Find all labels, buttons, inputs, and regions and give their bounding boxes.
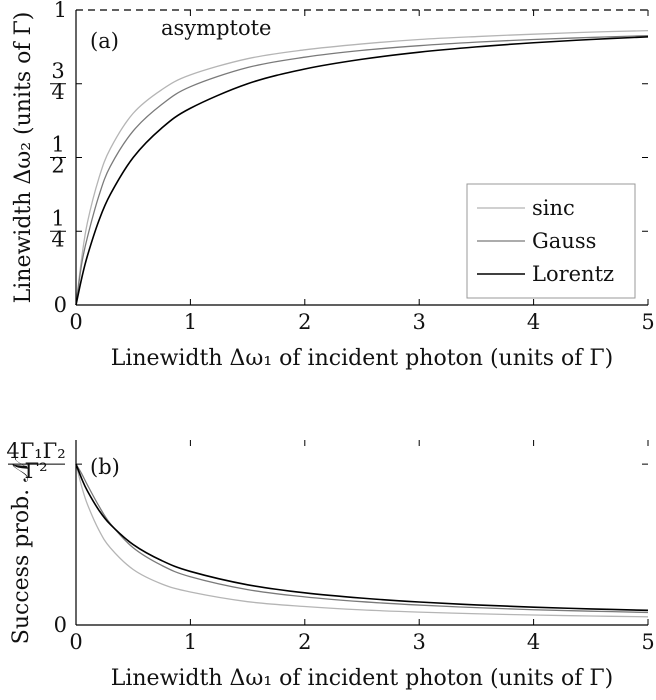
series-sinc-line xyxy=(75,30,649,306)
series-lorentz-line xyxy=(75,36,649,306)
y-tick-label: 0 xyxy=(54,613,67,637)
x-tick-label: 4 xyxy=(527,310,540,334)
x-tick-label: 5 xyxy=(641,310,654,334)
y-tick-label: 0 xyxy=(54,293,67,317)
x-tick-label: 2 xyxy=(298,310,311,334)
x-tick-label: 5 xyxy=(641,630,654,654)
x-tick-label: 0 xyxy=(69,310,82,334)
y-tick-label-den: Γ² xyxy=(25,459,48,483)
y-tick-label-3-4-den: 4 xyxy=(51,80,64,104)
series-sinc-line xyxy=(75,463,649,618)
y-tick-label-1-4-num: 1 xyxy=(51,206,64,230)
x-tick-label: 1 xyxy=(184,630,197,654)
panel-a-x-ticks: 0 1 2 3 4 5 xyxy=(69,10,655,334)
x-tick-label: 1 xyxy=(184,310,197,334)
panel-b-label: (b) xyxy=(90,455,120,479)
x-tick-label: 3 xyxy=(413,630,426,654)
legend-label-gauss: Gauss xyxy=(532,229,596,253)
x-tick-label: 0 xyxy=(69,630,82,654)
x-tick-label: 2 xyxy=(298,630,311,654)
legend-label-sinc: sinc xyxy=(532,196,575,220)
panel-a-y-label: Linewidth Δω₂ (units of Γ) xyxy=(11,12,36,304)
panel-a-label: (a) xyxy=(90,29,119,53)
y-tick-label-num: 4Γ₁Γ₂ xyxy=(6,439,65,463)
y-tick-label-3-4-num: 3 xyxy=(51,59,64,83)
asymptote-label: asymptote xyxy=(161,16,271,40)
panel-b-curves xyxy=(75,463,649,618)
y-tick-label-1-2-den: 2 xyxy=(51,154,64,178)
panel-a-x-label: Linewidth Δω₁ of incident photon (units … xyxy=(111,346,614,371)
y-tick-label-1-4-den: 4 xyxy=(51,227,64,251)
series-lorentz-line xyxy=(75,463,649,612)
series-gauss-line xyxy=(75,463,649,614)
panel-b-x-ticks: 0 1 2 3 4 5 xyxy=(69,440,655,654)
y-tick-label-1-2-num: 1 xyxy=(51,133,64,157)
panel-b-y-label: Success prob. 𝒩 xyxy=(9,458,34,644)
panel-a-curves xyxy=(75,30,649,306)
x-tick-label: 3 xyxy=(413,310,426,334)
y-tick-label: 1 xyxy=(54,0,67,22)
panel-b-x-label: Linewidth Δω₁ of incident photon (units … xyxy=(111,666,614,691)
panel-a-legend: sinc Gauss Lorentz xyxy=(466,183,636,299)
series-gauss-line xyxy=(75,35,649,306)
legend-label-lorentz: Lorentz xyxy=(532,262,614,286)
x-tick-label: 4 xyxy=(527,630,540,654)
